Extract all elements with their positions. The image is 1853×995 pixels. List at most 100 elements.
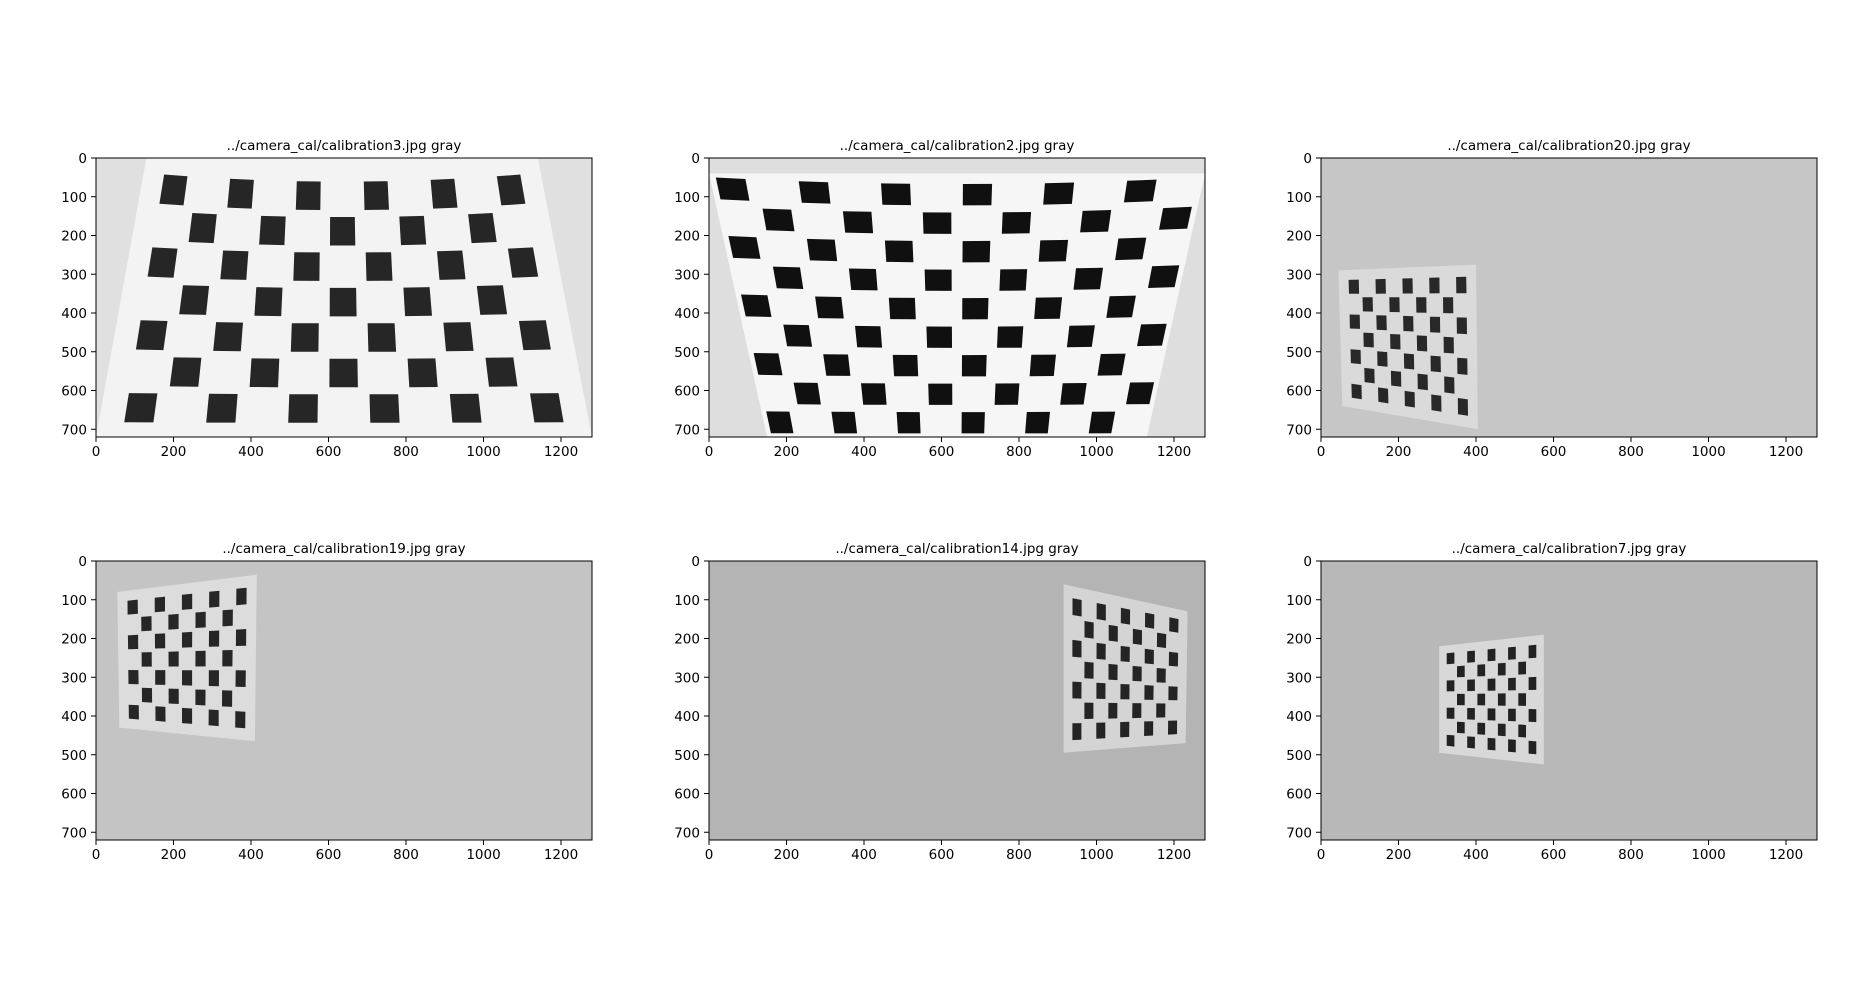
y-tick-label: 400	[1286, 709, 1312, 725]
chessboard-square	[1508, 739, 1516, 752]
x-tick-label: 1000	[1079, 847, 1113, 863]
chessboard-square	[1363, 333, 1373, 348]
chessboard-square	[450, 394, 482, 423]
subplot-title: ../camera_cal/calibration14.jpg gray	[835, 541, 1078, 557]
x-tick-label: 400	[851, 444, 877, 460]
chessboard-square	[1457, 317, 1467, 334]
chessboard-square	[236, 629, 246, 646]
chessboard-square	[209, 670, 219, 686]
chessboard-square	[293, 252, 319, 281]
y-tick-label: 700	[1286, 422, 1312, 438]
image-content	[1321, 561, 1817, 840]
chessboard-square	[963, 241, 991, 263]
y-tick-label: 600	[61, 787, 87, 803]
chessboard-square	[881, 183, 911, 205]
y-tick-label: 300	[1286, 267, 1312, 283]
y-tick-label: 500	[61, 345, 87, 361]
chessboard-square	[209, 710, 219, 727]
chessboard-square	[1351, 349, 1361, 364]
y-tick-label: 500	[674, 748, 700, 764]
subplot-5: ../camera_cal/calibration14.jpg gray0 200…	[674, 541, 1205, 863]
chessboard-square	[366, 252, 393, 281]
x-tick-label: 800	[393, 444, 419, 460]
x-tick-label: 800	[1618, 847, 1644, 863]
chessboard-square	[1097, 603, 1106, 621]
x-tick-label: 1200	[1157, 847, 1191, 863]
image-content	[709, 561, 1205, 840]
y-tick-label: 200	[674, 632, 700, 648]
chessboard-square	[1089, 412, 1116, 434]
y-tick-label: 500	[1286, 345, 1312, 361]
chessboard-square	[1096, 723, 1105, 739]
chessboard-square	[1072, 723, 1081, 740]
chessboard-square	[330, 288, 357, 317]
chessboard-square	[168, 614, 178, 630]
chessboard-square	[997, 326, 1023, 348]
chessboard-square	[254, 287, 282, 316]
y-tick-label: 100	[1286, 190, 1312, 206]
chessboard-square	[1025, 412, 1050, 434]
chessboard-square	[763, 209, 795, 232]
chessboard-square	[1156, 703, 1165, 717]
chessboard-square	[1529, 645, 1537, 659]
chessboard-square	[962, 355, 987, 376]
y-tick-label: 300	[674, 267, 700, 283]
chessboard-square	[142, 652, 152, 667]
chessboard-square	[128, 670, 138, 684]
chessboard-square	[1417, 335, 1427, 351]
chessboard-square	[169, 651, 179, 666]
chessboard-square	[1488, 679, 1496, 691]
chessboard-square	[1456, 277, 1466, 294]
y-tick-label: 500	[1286, 748, 1312, 764]
chessboard-square	[155, 633, 165, 648]
chessboard-square	[1169, 652, 1178, 667]
chessboard-square	[155, 706, 165, 721]
chessboard-square	[807, 239, 837, 261]
chessboard-square	[519, 320, 551, 350]
y-tick-label: 400	[674, 306, 700, 322]
x-tick-label: 800	[1006, 847, 1032, 863]
chessboard-square	[783, 325, 812, 347]
chessboard-square	[1144, 685, 1153, 700]
chessboard-square	[1498, 663, 1506, 676]
chessboard-square	[962, 298, 988, 319]
x-tick-label: 1000	[466, 847, 500, 863]
chessboard-square	[1457, 358, 1467, 375]
x-tick-label: 1000	[466, 444, 500, 460]
chessboard-square	[1457, 722, 1465, 734]
chessboard-square	[1376, 315, 1387, 330]
chessboard-square	[124, 393, 157, 422]
x-tick-label: 0	[92, 444, 101, 460]
chessboard-square	[148, 247, 178, 277]
chessboard-square	[1416, 297, 1426, 313]
x-tick-label: 1200	[1157, 444, 1191, 460]
x-tick-label: 600	[1541, 444, 1567, 460]
chessboard-square	[1159, 207, 1192, 230]
subplot-1: ../camera_cal/calibration3.jpg gray0 200 4…	[61, 138, 592, 460]
chessboard-square	[431, 179, 458, 209]
chessboard-square	[999, 269, 1027, 291]
chessboard-square	[1404, 353, 1414, 369]
y-tick-label: 700	[61, 422, 87, 438]
chessboard-square	[182, 632, 192, 648]
chessboard-square	[1034, 297, 1062, 319]
chessboard-square	[962, 412, 985, 433]
chessboard-square	[1443, 297, 1453, 313]
chessboard-square	[831, 412, 857, 434]
chessboard-square	[1145, 649, 1154, 665]
y-tick-label: 300	[1286, 670, 1312, 686]
y-tick-label: 100	[61, 593, 87, 609]
chessboard-square	[209, 631, 219, 647]
chessboard-square	[889, 298, 916, 320]
x-tick-label: 1000	[1079, 444, 1113, 460]
chessboard-square	[1145, 613, 1154, 629]
y-tick-label: 700	[674, 825, 700, 841]
chessboard-square	[1508, 709, 1516, 722]
chessboard-square	[195, 690, 205, 706]
chessboard-square	[1508, 678, 1516, 691]
y-tick-label: 100	[1286, 593, 1312, 609]
x-tick-label: 1200	[1769, 444, 1803, 460]
chessboard-square	[443, 322, 473, 351]
subplot-title: ../camera_cal/calibration20.jpg gray	[1447, 138, 1690, 154]
chessboard-square	[220, 251, 248, 280]
